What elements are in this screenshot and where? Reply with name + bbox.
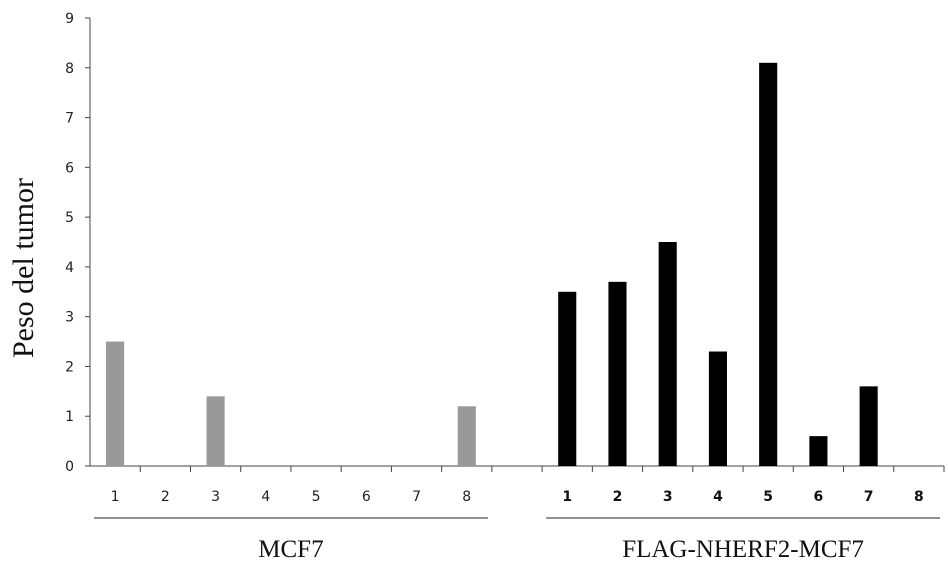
x-axis-tick-labels: 1 2 3 4 5 6 7 8 1 2 3 4 5 6 7 8 xyxy=(111,489,924,505)
x-tick-label: 5 xyxy=(763,489,773,505)
y-tick-label: 0 xyxy=(65,459,74,475)
bar-mcf7-3 xyxy=(206,396,225,466)
x-tick-label: 2 xyxy=(161,489,170,505)
bar-flag-nherf2-mcf7-7 xyxy=(859,386,878,466)
y-tick-label: 7 xyxy=(65,111,74,127)
x-tick-label: 7 xyxy=(864,489,874,505)
bar-flag-nherf2-mcf7-3 xyxy=(658,242,677,466)
bar-flag-nherf2-mcf7-2 xyxy=(608,281,627,466)
x-tick-label: 2 xyxy=(613,489,623,505)
x-tick-label: 8 xyxy=(914,489,924,505)
x-tick-label: 4 xyxy=(713,489,723,505)
y-tick-label: 3 xyxy=(65,310,74,326)
bar-flag-nherf2-mcf7-4 xyxy=(708,351,727,466)
y-axis-label: Peso del tumor xyxy=(7,178,40,358)
x-tick-label: 6 xyxy=(362,489,371,505)
x-tick-label: 4 xyxy=(261,489,270,505)
x-tick-label: 8 xyxy=(462,489,471,505)
group-labels: MCF7 FLAG-NHERF2-MCF7 xyxy=(94,517,940,563)
x-tick-label: 7 xyxy=(412,489,421,505)
y-tick-label: 4 xyxy=(65,260,74,276)
bar-flag-nherf2-mcf7-5 xyxy=(759,62,778,467)
y-tick-label: 2 xyxy=(65,359,74,375)
x-tick-label: 3 xyxy=(211,489,220,505)
axes xyxy=(89,18,945,472)
bar-mcf7-1 xyxy=(106,341,125,466)
x-tick-label: 1 xyxy=(562,489,572,505)
x-tick-label: 1 xyxy=(111,489,120,505)
group-label: FLAG-NHERF2-MCF7 xyxy=(622,536,864,563)
bar-flag-nherf2-mcf7-6 xyxy=(809,436,828,466)
x-tick-label: 3 xyxy=(663,489,673,505)
bars xyxy=(106,62,878,467)
bar-mcf7-8 xyxy=(457,406,476,466)
y-tick-label: 5 xyxy=(65,210,74,226)
x-tick-label: 5 xyxy=(312,489,321,505)
y-tick-label: 8 xyxy=(65,61,74,77)
y-axis-ticks: 0 1 2 3 4 5 6 7 8 9 xyxy=(65,11,90,475)
x-tick-label: 6 xyxy=(814,489,824,505)
y-tick-label: 1 xyxy=(65,409,74,425)
bar-flag-nherf2-mcf7-1 xyxy=(558,291,577,466)
y-tick-label: 9 xyxy=(65,11,74,27)
group-label: MCF7 xyxy=(258,536,323,563)
y-tick-label: 6 xyxy=(65,160,74,176)
